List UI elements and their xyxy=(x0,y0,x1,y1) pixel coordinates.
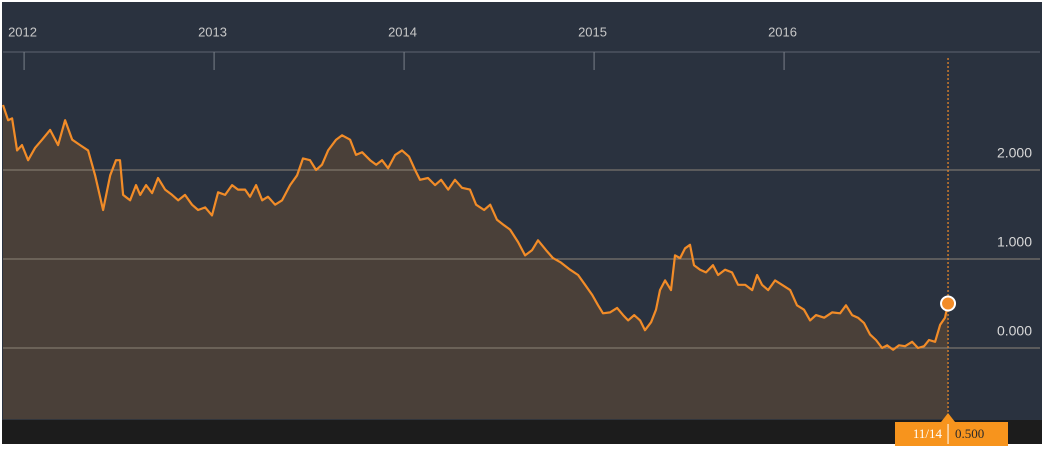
area-fill xyxy=(3,105,949,420)
y-tick-label: 2.000 xyxy=(997,145,1032,161)
annotation-value: 0.500 xyxy=(955,426,984,441)
y-tick-label: 1.000 xyxy=(997,234,1032,250)
x-tick-label: 2014 xyxy=(388,24,417,39)
annotation-box xyxy=(895,422,1008,446)
y-tick-label: 0.000 xyxy=(997,323,1032,339)
line xyxy=(1,104,950,351)
x-tick-label: 2013 xyxy=(198,24,227,39)
x-tick-label: 2015 xyxy=(578,24,607,39)
last-point xyxy=(940,295,957,312)
footer-bar xyxy=(2,420,1042,444)
x-tick-label: 2012 xyxy=(8,24,37,39)
annotation-date: 11/14 xyxy=(913,426,943,441)
annotation-pointer xyxy=(941,413,956,422)
x-tick-label: 2016 xyxy=(768,24,797,39)
